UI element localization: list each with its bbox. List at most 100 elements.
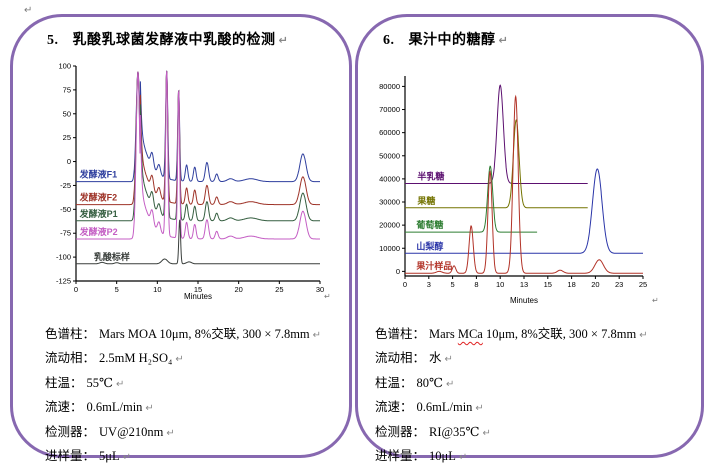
panel-lactic-acid-detection: 5. 乳酸乳球菌发酵液中乳酸的检测 ↵ 100 75 50 25 0 -25 -50 -75 -10… [10,14,352,463]
panel-title: 5. 乳酸乳球菌发酵液中乳酸的检测 ↵ [47,29,288,49]
spec-line: 色谱柱： Mars MCa 10μm, 8%交联, 300 × 7.8mm ↵ [375,323,648,347]
trace-发酵液F1 [76,70,320,183]
panel-title: 6. 果汁中的糖醇 ↵ [383,29,508,49]
return-mark: ↵ [446,378,455,390]
y-tick-label: 30000 [379,198,400,207]
x-tick-label: 8 [474,280,478,289]
trace-葡萄糖 [405,165,538,233]
trace-label: 葡萄糖 [415,219,443,230]
trace-label: 发酵液F2 [79,192,118,203]
return-mark: ↵ [482,427,491,439]
x-tick-label: 0 [403,280,407,289]
spec-label: 流速： [375,400,413,415]
spec-value: 0.6mL/min [86,400,143,415]
trace-乳酸标样 [76,219,320,265]
spec-label: 进样量： [45,449,96,464]
panel-fruit-juice-sugars: 6. 果汁中的糖醇 ↵ 80000 70000 60000 50000 40000 30000… [355,14,704,463]
spec-value: RI@35℃ [429,424,480,439]
spec-value: 55℃ [86,375,113,390]
spec-label: 柱温： [375,375,413,390]
spec-line: 进样量： 5μL ↵ [45,445,321,469]
spec-line: 检测器： UV@210nm ↵ [45,421,321,445]
y-tick-label: 10000 [379,244,400,253]
trace-label: 果糖 [416,195,435,206]
return-mark: ↵ [145,403,154,415]
y-tick-label: 0 [396,267,400,276]
spec-line: 柱温： 80℃ ↵ [375,372,648,396]
y-tick-label: 50000 [379,151,400,160]
trace-label: 山梨醇 [416,240,443,251]
x-tick-label: 25 [639,280,647,289]
x-tick-label: 10 [153,285,161,294]
trace-发酵液P1 [76,70,320,222]
x-tick-label: 30 [316,285,324,294]
x-axis-title: Minutes [184,292,212,301]
return-mark: ↵ [324,292,331,301]
x-tick-label: 20 [234,285,242,294]
trace-果糖 [405,119,588,209]
panel-title-text: 乳酸乳球菌发酵液中乳酸的检测 [72,33,276,48]
trace-label: 发酵液P2 [79,226,118,237]
x-tick-label: 18 [567,280,575,289]
y-tick-label: 70000 [379,105,400,114]
trace-label: 发酵液P1 [79,208,118,219]
spec-line: 流速： 0.6mL/min ↵ [45,396,321,420]
x-tick-label: 15 [544,280,552,289]
spec-value: Mars MOA 10μm, 8%交联, 300 × 7.8mm [99,327,310,341]
spec-value: 10μm, 8%交联, 300 × 7.8mm [482,327,637,341]
x-tick-label: 23 [615,280,623,289]
y-tick-label: 20000 [379,221,400,230]
spec-label: 流动相： [375,351,426,366]
spec-line: 流动相： 2.5mM H₂SO₄ ↵ [45,347,321,371]
return-mark: ↵ [652,296,659,305]
trace-果汁样品 [405,94,643,274]
y-tick-label: 100 [58,62,71,71]
x-tick-label: 10 [496,280,504,289]
return-mark: ↵ [116,378,125,390]
y-tick-label: 50 [63,109,71,118]
spec-value-misspelled: MCa [457,327,483,341]
trace-label: 半乳糖 [417,171,444,182]
spec-value: 5μL [99,449,120,464]
spec-label: 检测器： [45,424,96,439]
spec-line: 色谱柱： Mars MOA 10μm, 8%交联, 300 × 7.8mm ↵ [45,323,321,347]
spec-value: 80℃ [416,375,443,390]
trace-发酵液F2 [76,70,320,206]
return-mark: ↵ [312,330,322,341]
y-tick-label: 40000 [379,174,400,183]
spec-label: 进样量： [375,449,426,464]
return-mark: ↵ [475,403,484,415]
trace-label: 果汁样品 [415,260,452,271]
return-mark: ↵ [166,427,175,439]
x-tick-label: 3 [427,280,431,289]
x-tick-label: 13 [520,280,528,289]
return-mark: ↵ [444,354,453,366]
spec-list: 色谱柱： Mars MOA 10μm, 8%交联, 300 × 7.8mm ↵ 流动相… [45,323,321,469]
y-tick-label: -50 [60,205,71,214]
y-tick-label: 60000 [379,128,400,137]
x-tick-label: 20 [591,280,599,289]
trace-发酵液P2 [76,71,320,240]
spec-label: 流动相： [45,351,96,366]
spec-list: 色谱柱： Mars MCa 10μm, 8%交联, 300 × 7.8mm ↵ 流动相… [375,323,648,469]
panel-title-text: 果汁中的糖醇 [408,33,496,48]
x-axis-title: Minutes [510,296,538,305]
spec-value: 2.5mM H₂SO₄ [99,351,173,366]
y-tick-label: 25 [63,133,71,142]
spec-label: 柱温： [45,375,83,390]
y-tick-label: 75 [63,85,71,94]
spec-label: 流速： [45,400,83,415]
trace-label: 乳酸标样 [94,251,130,262]
x-tick-label: 5 [451,280,455,289]
spec-line: 流速： 0.6mL/min ↵ [375,396,648,420]
spec-line: 柱温： 55℃ ↵ [45,372,321,396]
return-mark: ↵ [498,34,509,47]
x-tick-label: 25 [275,285,283,294]
trace-半乳糖 [405,84,588,184]
panel-number: 5. [47,33,59,48]
spec-value: 0.6mL/min [416,400,473,415]
chromatogram-sugar-alcohols: 80000 70000 60000 50000 40000 30000 20000 10000… [379,76,659,305]
x-tick-label: 0 [74,285,78,294]
spec-value: UV@210nm [99,424,164,439]
